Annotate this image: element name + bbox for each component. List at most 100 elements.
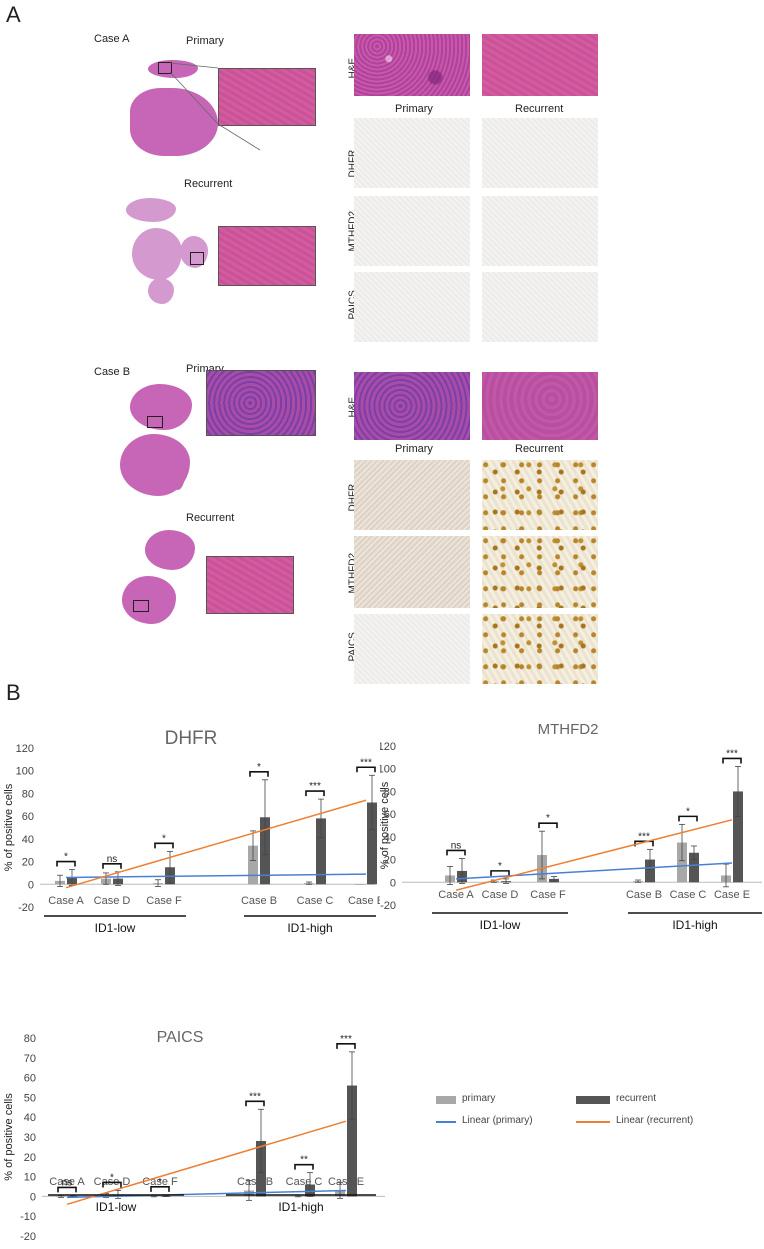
- dhfr-title: DHFR: [165, 728, 218, 749]
- case-b-col-recurrent: Recurrent: [515, 443, 564, 455]
- dhfr-sig-bracket-5: [356, 766, 376, 773]
- paics-ytick-1: -10: [20, 1211, 36, 1223]
- dhfr-sig-label-5: ***: [360, 757, 372, 768]
- paics-trend-recurrent: [66, 1120, 347, 1206]
- legend-linear-recurrent-label: Linear (recurrent): [616, 1115, 694, 1126]
- mthfd2-ylabel: % of positive cells: [380, 781, 391, 869]
- case-b-he-recurrent: [482, 372, 598, 440]
- case-a-dhfr-primary: [354, 118, 470, 188]
- paics-group-label-1: ID1-high: [278, 1200, 323, 1214]
- legend-recurrent-swatch: [576, 1096, 610, 1104]
- case-a-dhfr-recurrent: [482, 118, 598, 188]
- case-b-title: Case B: [94, 366, 131, 378]
- dhfr-xtick-2: Case F: [146, 895, 182, 907]
- case-a-col-primary: Primary: [395, 103, 433, 115]
- case-b-paics-primary: [354, 614, 470, 684]
- paics-xtick-4: Case C: [286, 1176, 323, 1188]
- mthfd2-bar-recurrent-4: [689, 852, 699, 883]
- case-b-mthfd2-primary: [354, 536, 470, 608]
- case-a-mthfd2-primary: [354, 196, 470, 266]
- dhfr-sig-bracket-3: [249, 771, 269, 777]
- dhfr-xtick-5: Case E: [348, 895, 380, 907]
- mthfd2-sig-bracket-1: [490, 870, 510, 876]
- paics-sig-label-1: *: [110, 1172, 114, 1183]
- paics-title: PAICS: [157, 1029, 204, 1046]
- mthfd2-bar-primary-4: [677, 842, 687, 883]
- mthfd2-xtick-3: Case B: [626, 889, 662, 901]
- case-a-primary-label: Primary: [186, 35, 224, 47]
- dhfr-sig-bracket-1: [102, 862, 122, 869]
- dhfr-group-label-0: ID1-low: [95, 921, 136, 935]
- paics-sig-bracket-0: [57, 1186, 77, 1193]
- case-b-dhfr-primary: [354, 460, 470, 530]
- mthfd2-ytick-7: 120: [380, 741, 396, 753]
- dhfr-sig-label-3: *: [257, 762, 261, 773]
- dhfr-group-label-1: ID1-high: [287, 921, 332, 935]
- dhfr-bar-primary-3: [248, 845, 258, 885]
- case-b-paics-recurrent: [482, 614, 598, 684]
- mthfd2-sig-bracket-4: [678, 815, 698, 822]
- paics-ylabel: % of positive cells: [3, 1093, 15, 1181]
- mthfd2-sig-bracket-5: [722, 757, 742, 764]
- dhfr-xtick-1: Case D: [94, 895, 131, 907]
- legend-recurrent-label: recurrent: [616, 1093, 657, 1104]
- case-b-he-primary: [354, 372, 470, 440]
- dhfr-ytick-3: 40: [22, 834, 34, 846]
- dhfr-bar-recurrent-4: [316, 818, 326, 885]
- case-a-recurrent-label: Recurrent: [184, 178, 233, 190]
- paics-bar-recurrent-5: [347, 1085, 357, 1197]
- case-a-paics-primary: [354, 272, 470, 342]
- case-a-paics-recurrent: [482, 272, 598, 342]
- mthfd2-ytick-3: 40: [384, 832, 396, 844]
- mthfd2-group-label-0: ID1-low: [480, 918, 521, 932]
- dhfr-bar-recurrent-5: [367, 802, 377, 885]
- dhfr-ytick-2: 20: [22, 857, 34, 869]
- mthfd2-group-label-1: ID1-high: [672, 918, 717, 932]
- dhfr-sig-bracket-2: [154, 842, 174, 849]
- mthfd2-ytick-4: 60: [384, 809, 396, 821]
- dhfr-ytick-7: 120: [16, 743, 34, 755]
- paics-sig-bracket-1: [102, 1181, 122, 1188]
- mthfd2-sig-label-0: ns: [451, 840, 462, 851]
- paics-ytick-7: 50: [24, 1092, 36, 1104]
- mthfd2-sig-label-2: *: [546, 813, 550, 824]
- paics-ytick-5: 30: [24, 1132, 36, 1144]
- dhfr-ytick-1: 0: [28, 879, 34, 891]
- mthfd2-xtick-0: Case A: [438, 889, 474, 901]
- paics-ytick-0: -20: [20, 1231, 36, 1243]
- paics-sig-bracket-3: [245, 1100, 265, 1107]
- legend-primary-label: primary: [462, 1093, 496, 1104]
- paics-sig-label-4: **: [300, 1155, 308, 1166]
- paics-ytick-9: 70: [24, 1053, 36, 1065]
- mthfd2-bar-recurrent-3: [645, 859, 655, 883]
- mthfd2-ytick-1: 0: [390, 877, 396, 889]
- dhfr-bar-primary-5: [355, 884, 365, 885]
- mthfd2-sig-label-3: ***: [638, 831, 650, 842]
- panel-a-letter: A: [6, 2, 21, 27]
- case-a-mthfd2-recurrent: [482, 196, 598, 266]
- mthfd2-trend-recurrent: [455, 819, 733, 891]
- case-b-recurrent-label: Recurrent: [186, 512, 235, 524]
- mthfd2-sig-label-4: *: [686, 806, 690, 817]
- mthfd2-ytick-0: -20: [380, 900, 396, 912]
- paics-xtick-5: Case E: [328, 1176, 364, 1188]
- paics-xtick-0: Case A: [49, 1176, 85, 1188]
- mthfd2-sig-bracket-2: [538, 822, 558, 829]
- legend-linear-primary-line: [436, 1121, 456, 1123]
- dhfr-sig-label-1: ns: [107, 854, 118, 865]
- mthfd2-xtick-1: Case D: [482, 889, 519, 901]
- paics-sig-label-2: *: [158, 1177, 162, 1188]
- mthfd2-ytick-6: 100: [380, 764, 396, 776]
- paics-sig-label-5: ***: [340, 1034, 352, 1045]
- case-a-he-recurrent: [482, 34, 598, 96]
- mthfd2-ytick-5: 80: [384, 786, 396, 798]
- paics-ytick-2: 0: [30, 1191, 36, 1203]
- legend-linear-recurrent-line: [576, 1121, 610, 1123]
- paics-ytick-4: 20: [24, 1152, 36, 1164]
- case-a-col-recurrent: Recurrent: [515, 103, 564, 115]
- dhfr-xtick-0: Case A: [48, 895, 84, 907]
- mthfd2-xtick-2: Case F: [530, 889, 566, 901]
- mthfd2-sig-label-1: *: [498, 861, 502, 872]
- paics-ytick-8: 60: [24, 1073, 36, 1085]
- legend-primary-swatch: [436, 1096, 456, 1104]
